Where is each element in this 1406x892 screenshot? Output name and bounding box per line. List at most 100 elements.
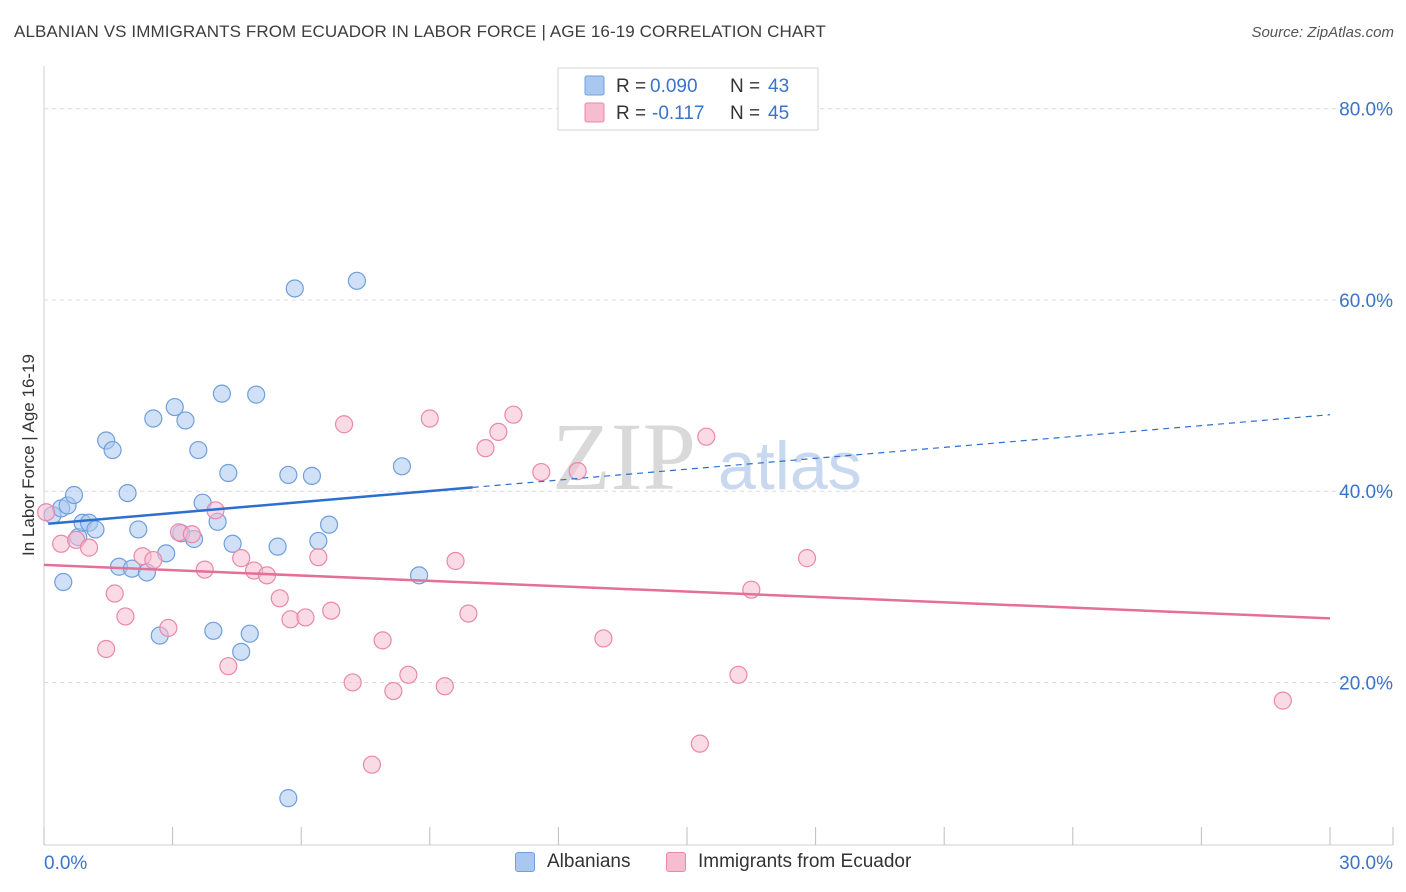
- ecuador-point: [105, 584, 124, 603]
- albanian-point: [392, 457, 412, 476]
- ecuador-point: [37, 503, 56, 522]
- legend-r-label-1: R =: [616, 76, 646, 97]
- y-tick-label: 60.0%: [1339, 291, 1393, 312]
- ecuador-point: [296, 608, 315, 627]
- albanian-point: [118, 484, 137, 503]
- y-axis-label: In Labor Force | Age 16-19: [19, 354, 38, 556]
- stats-legend: R = 0.090 N = 43 R = -0.117 N = 45: [557, 67, 819, 131]
- ecuador-point: [420, 409, 439, 428]
- ecuador-point: [797, 549, 817, 568]
- albanian-point: [247, 385, 266, 404]
- albanian-point: [302, 466, 322, 485]
- ecuador-point: [690, 734, 709, 753]
- bottom-legend: Albanians Immigrants from Ecuador: [0, 851, 1406, 877]
- y-tick-label: 40.0%: [1339, 482, 1393, 503]
- albanian-trend-extension: [472, 414, 1331, 488]
- legend-swatch-ecuador: [584, 102, 605, 123]
- ecuador-point: [532, 462, 551, 482]
- ecuador-point: [270, 589, 289, 608]
- ecuador-point: [1273, 691, 1292, 710]
- albanian-point: [144, 409, 163, 428]
- albanian-point: [86, 520, 105, 539]
- ecuador-point: [52, 534, 71, 553]
- ecuador-point: [362, 755, 382, 774]
- albanian-point: [129, 520, 148, 539]
- legend-item-ecuador: Immigrants from Ecuador: [666, 851, 911, 873]
- ecuador-point: [334, 415, 354, 434]
- ecuador-point: [504, 405, 523, 424]
- grid-lines: [44, 108, 1393, 683]
- albanian-point: [285, 279, 304, 298]
- legend-n-label-2: N =: [730, 103, 760, 124]
- albanian-point: [204, 621, 223, 640]
- albanian-point: [64, 485, 84, 505]
- albanian-point: [268, 537, 287, 556]
- ecuador-point: [232, 549, 251, 568]
- ecuador-point: [182, 525, 201, 544]
- legend-n-label-1: N =: [730, 76, 760, 97]
- axes: [43, 66, 1394, 846]
- ecuador-point: [594, 629, 613, 648]
- x-tick-label: 0.0%: [44, 853, 87, 874]
- watermark: ZIP atlas: [552, 403, 862, 510]
- ecuador-point: [373, 631, 392, 650]
- y-tick-label: 80.0%: [1339, 100, 1393, 121]
- ecuador-point: [159, 618, 178, 638]
- ecuador-point: [195, 560, 214, 579]
- albanian-point: [232, 642, 251, 661]
- watermark-atlas: atlas: [718, 428, 862, 504]
- ecuador-point: [384, 681, 403, 701]
- albanian-point: [165, 397, 184, 417]
- albanian-point: [319, 515, 339, 534]
- albanian-point: [176, 411, 195, 430]
- ecuador-point: [476, 439, 495, 458]
- legend-r-value-1: 0.090: [650, 76, 698, 97]
- albanian-point: [240, 624, 259, 643]
- ecuador-point: [219, 657, 238, 676]
- legend-r-value-2: -0.117: [652, 103, 704, 124]
- legend-n-value-2: 45: [768, 103, 789, 124]
- legend-item-albanians: Albanians: [515, 851, 630, 873]
- ecuador-point: [322, 601, 341, 620]
- ecuador-point: [729, 665, 748, 684]
- albanian-point: [279, 789, 298, 808]
- ecuador-point: [697, 427, 716, 446]
- ecuador-point: [144, 550, 163, 570]
- source-label: Source: ZipAtlas.com: [1251, 24, 1394, 41]
- albanian-point: [189, 440, 208, 460]
- ecuador-point: [309, 548, 328, 567]
- watermark-zip: ZIP: [552, 403, 696, 510]
- albanian-point: [54, 572, 73, 592]
- tick-labels: 20.0% 40.0% 60.0% 80.0% 0.0% 30.0%: [44, 100, 1393, 874]
- legend-swatch-albanians: [584, 75, 605, 96]
- albanian-point: [212, 384, 231, 403]
- ecuador-point: [489, 422, 508, 441]
- albanian-point: [309, 531, 328, 551]
- x-tick-label: 30.0%: [1339, 853, 1393, 874]
- legend-swatch-albanians-bottom: [515, 852, 535, 872]
- data-points: [37, 271, 1292, 808]
- legend-n-value-1: 43: [768, 76, 789, 97]
- ecuador-point: [459, 604, 478, 623]
- ecuador-point: [399, 665, 418, 684]
- legend-label-ecuador: Immigrants from Ecuador: [698, 851, 912, 872]
- legend-label-albanians: Albanians: [547, 851, 631, 872]
- legend-r-label-2: R =: [616, 103, 646, 124]
- albanian-trend-line: [48, 486, 473, 525]
- albanian-point: [223, 534, 242, 553]
- ecuador-trend-line: [43, 563, 1331, 620]
- ecuador-point: [435, 677, 454, 696]
- ecuador-point: [281, 610, 300, 629]
- albanian-point: [347, 271, 367, 290]
- chart-title: ALBANIAN VS IMMIGRANTS FROM ECUADOR IN L…: [14, 22, 826, 41]
- trend-lines: [43, 414, 1331, 620]
- ecuador-point: [568, 462, 587, 481]
- albanian-point: [219, 463, 238, 483]
- y-tick-label: 20.0%: [1339, 673, 1393, 694]
- legend-swatch-ecuador-bottom: [666, 852, 686, 872]
- ecuador-point: [79, 538, 99, 557]
- ecuador-point: [446, 551, 465, 571]
- ecuador-point: [97, 639, 116, 659]
- ecuador-point: [343, 673, 362, 692]
